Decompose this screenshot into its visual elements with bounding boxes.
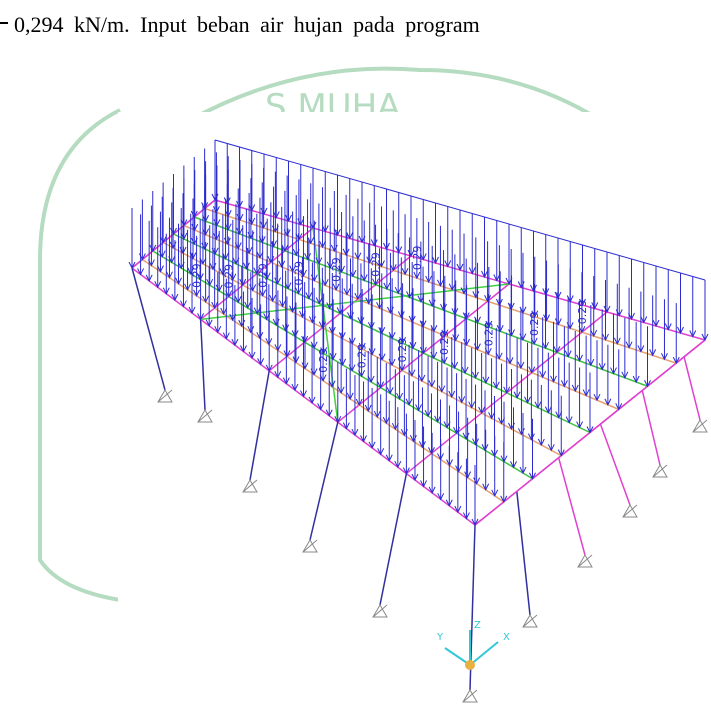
page: 0,294 kN/m. Input beban air hujan pada p… bbox=[0, 0, 711, 708]
load-label: 0.29 bbox=[191, 263, 204, 288]
axis-label: X bbox=[503, 632, 510, 643]
axis-label: Z bbox=[474, 620, 481, 631]
load-label: 0.29 bbox=[576, 300, 589, 325]
load-label: 0.29 bbox=[292, 261, 305, 286]
load-label: 0.29 bbox=[257, 263, 270, 288]
load-label: 0.29 bbox=[370, 252, 383, 277]
load-label: 0.29 bbox=[528, 311, 541, 336]
load-label: 0.29 bbox=[223, 264, 236, 289]
load-label: 0.29 bbox=[317, 348, 330, 373]
load-label: 0.29 bbox=[438, 331, 451, 356]
image-bg bbox=[118, 112, 711, 708]
load-label: 0.29 bbox=[330, 257, 343, 282]
load-label: 0.29 bbox=[396, 338, 409, 363]
load-label: 0.29 bbox=[482, 322, 495, 347]
axis-label: Y bbox=[436, 632, 444, 643]
dash bbox=[0, 22, 8, 24]
load-label: 0.29 bbox=[356, 344, 369, 369]
figure: S MUHA 0.290.290.290.290.290.290.290.290… bbox=[0, 0, 711, 708]
load-label: 0.29 bbox=[411, 246, 424, 271]
